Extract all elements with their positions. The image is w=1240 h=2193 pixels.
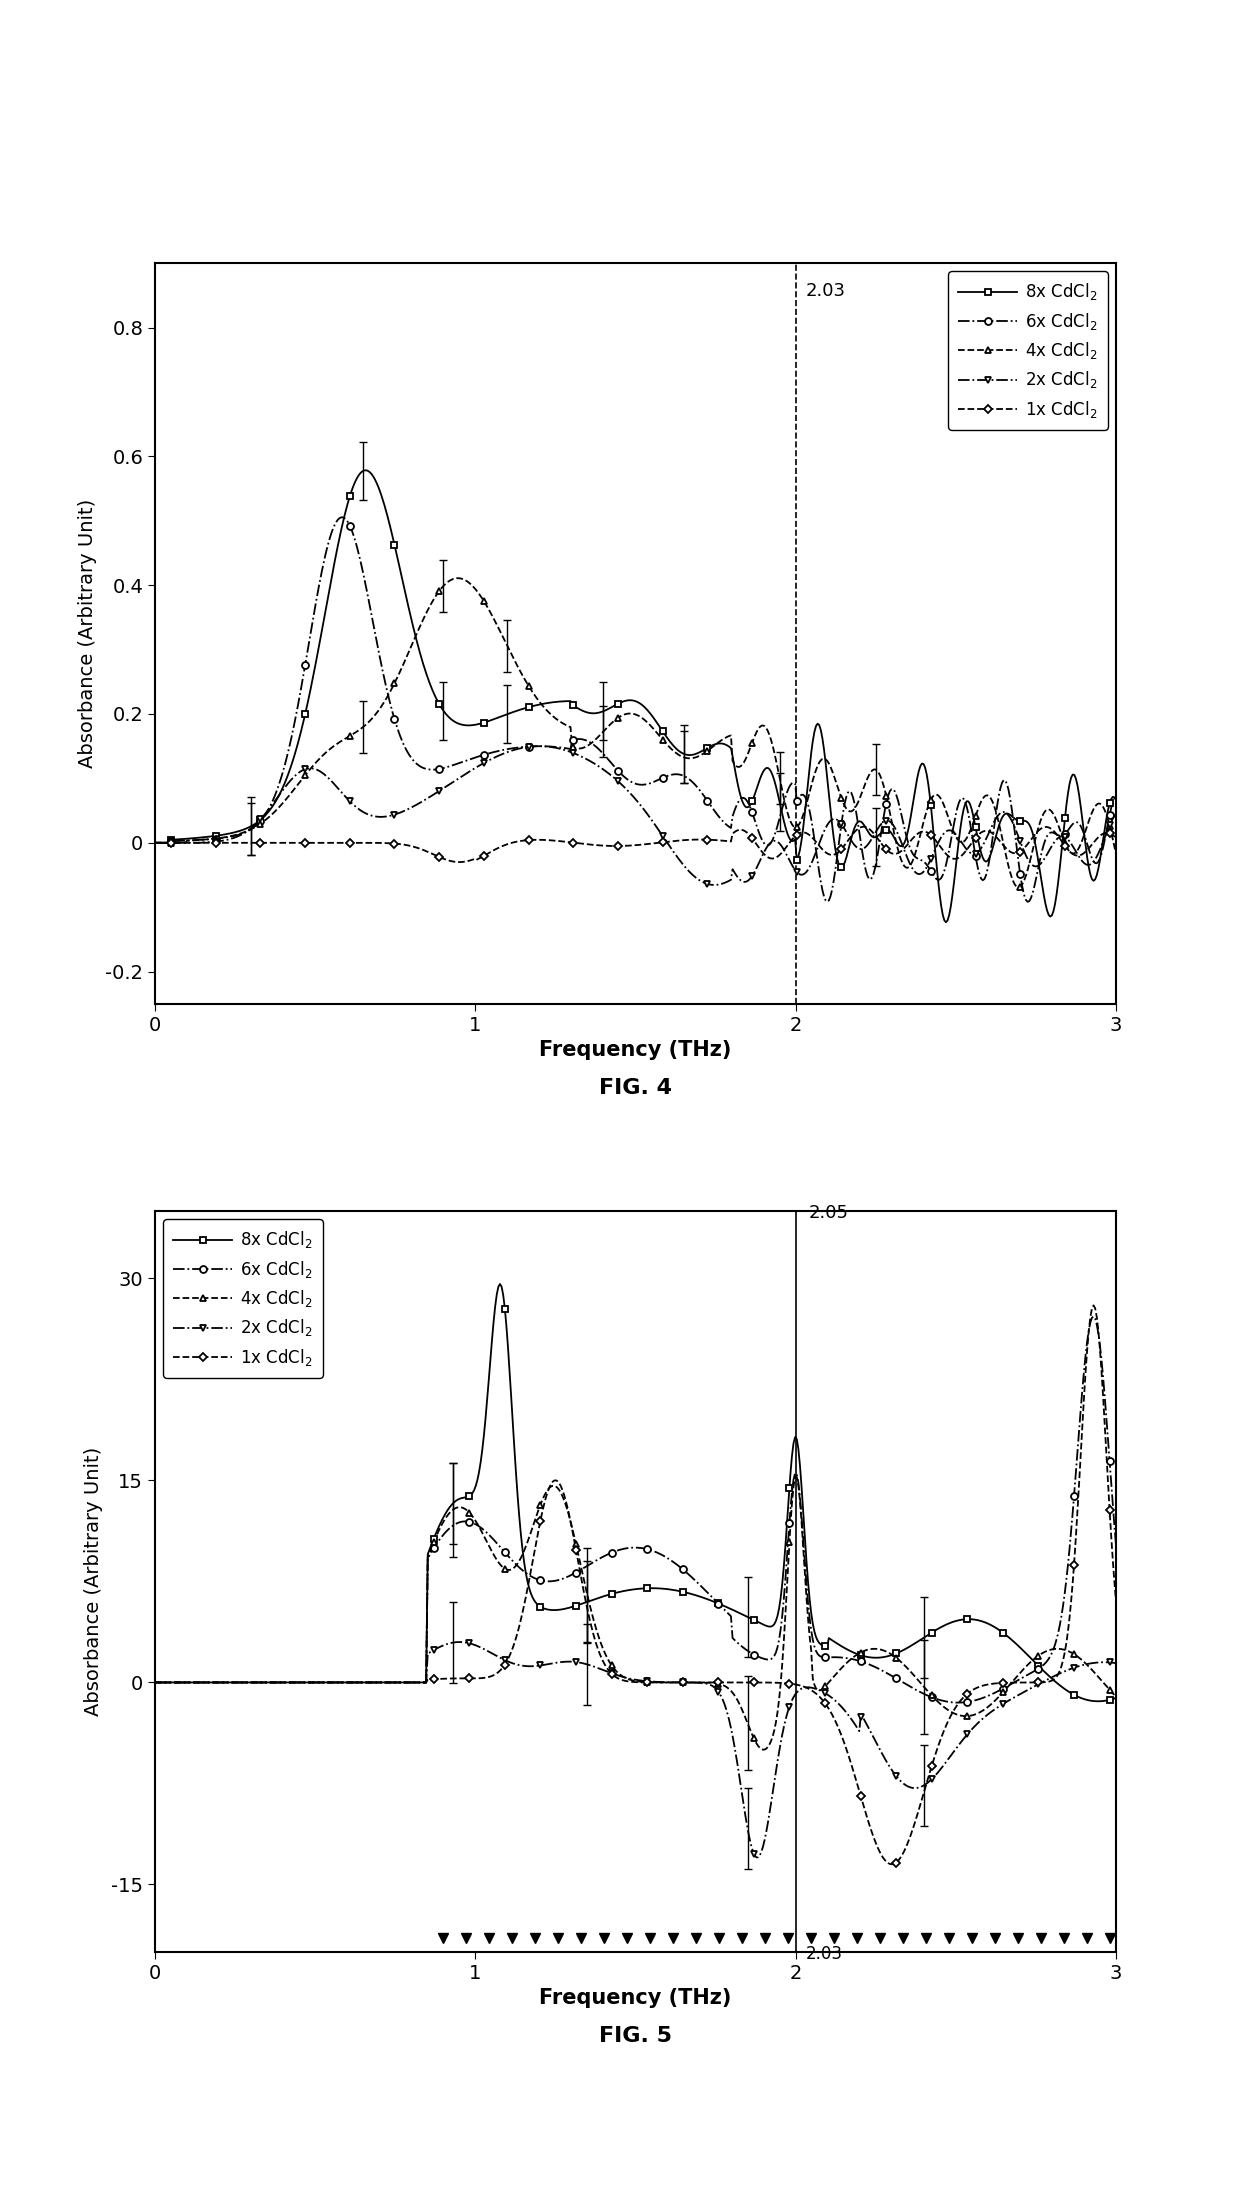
Text: FIG. 5: FIG. 5 xyxy=(599,2026,672,2046)
Legend: 8x CdCl$_2$, 6x CdCl$_2$, 4x CdCl$_2$, 2x CdCl$_2$, 1x CdCl$_2$: 8x CdCl$_2$, 6x CdCl$_2$, 4x CdCl$_2$, 2… xyxy=(949,272,1107,430)
Text: 2.03: 2.03 xyxy=(805,1945,842,1963)
Text: FIG. 4: FIG. 4 xyxy=(599,1077,672,1099)
X-axis label: Frequency (THz): Frequency (THz) xyxy=(539,1989,732,2009)
Text: 2.05: 2.05 xyxy=(808,1204,848,1222)
Text: 2.03: 2.03 xyxy=(805,283,846,300)
Legend: 8x CdCl$_2$, 6x CdCl$_2$, 4x CdCl$_2$, 2x CdCl$_2$, 1x CdCl$_2$: 8x CdCl$_2$, 6x CdCl$_2$, 4x CdCl$_2$, 2… xyxy=(164,1219,322,1377)
X-axis label: Frequency (THz): Frequency (THz) xyxy=(539,1039,732,1059)
Y-axis label: Absorbance (Arbitrary Unit): Absorbance (Arbitrary Unit) xyxy=(84,1447,103,1717)
Y-axis label: Absorbance (Arbitrary Unit): Absorbance (Arbitrary Unit) xyxy=(78,498,97,768)
